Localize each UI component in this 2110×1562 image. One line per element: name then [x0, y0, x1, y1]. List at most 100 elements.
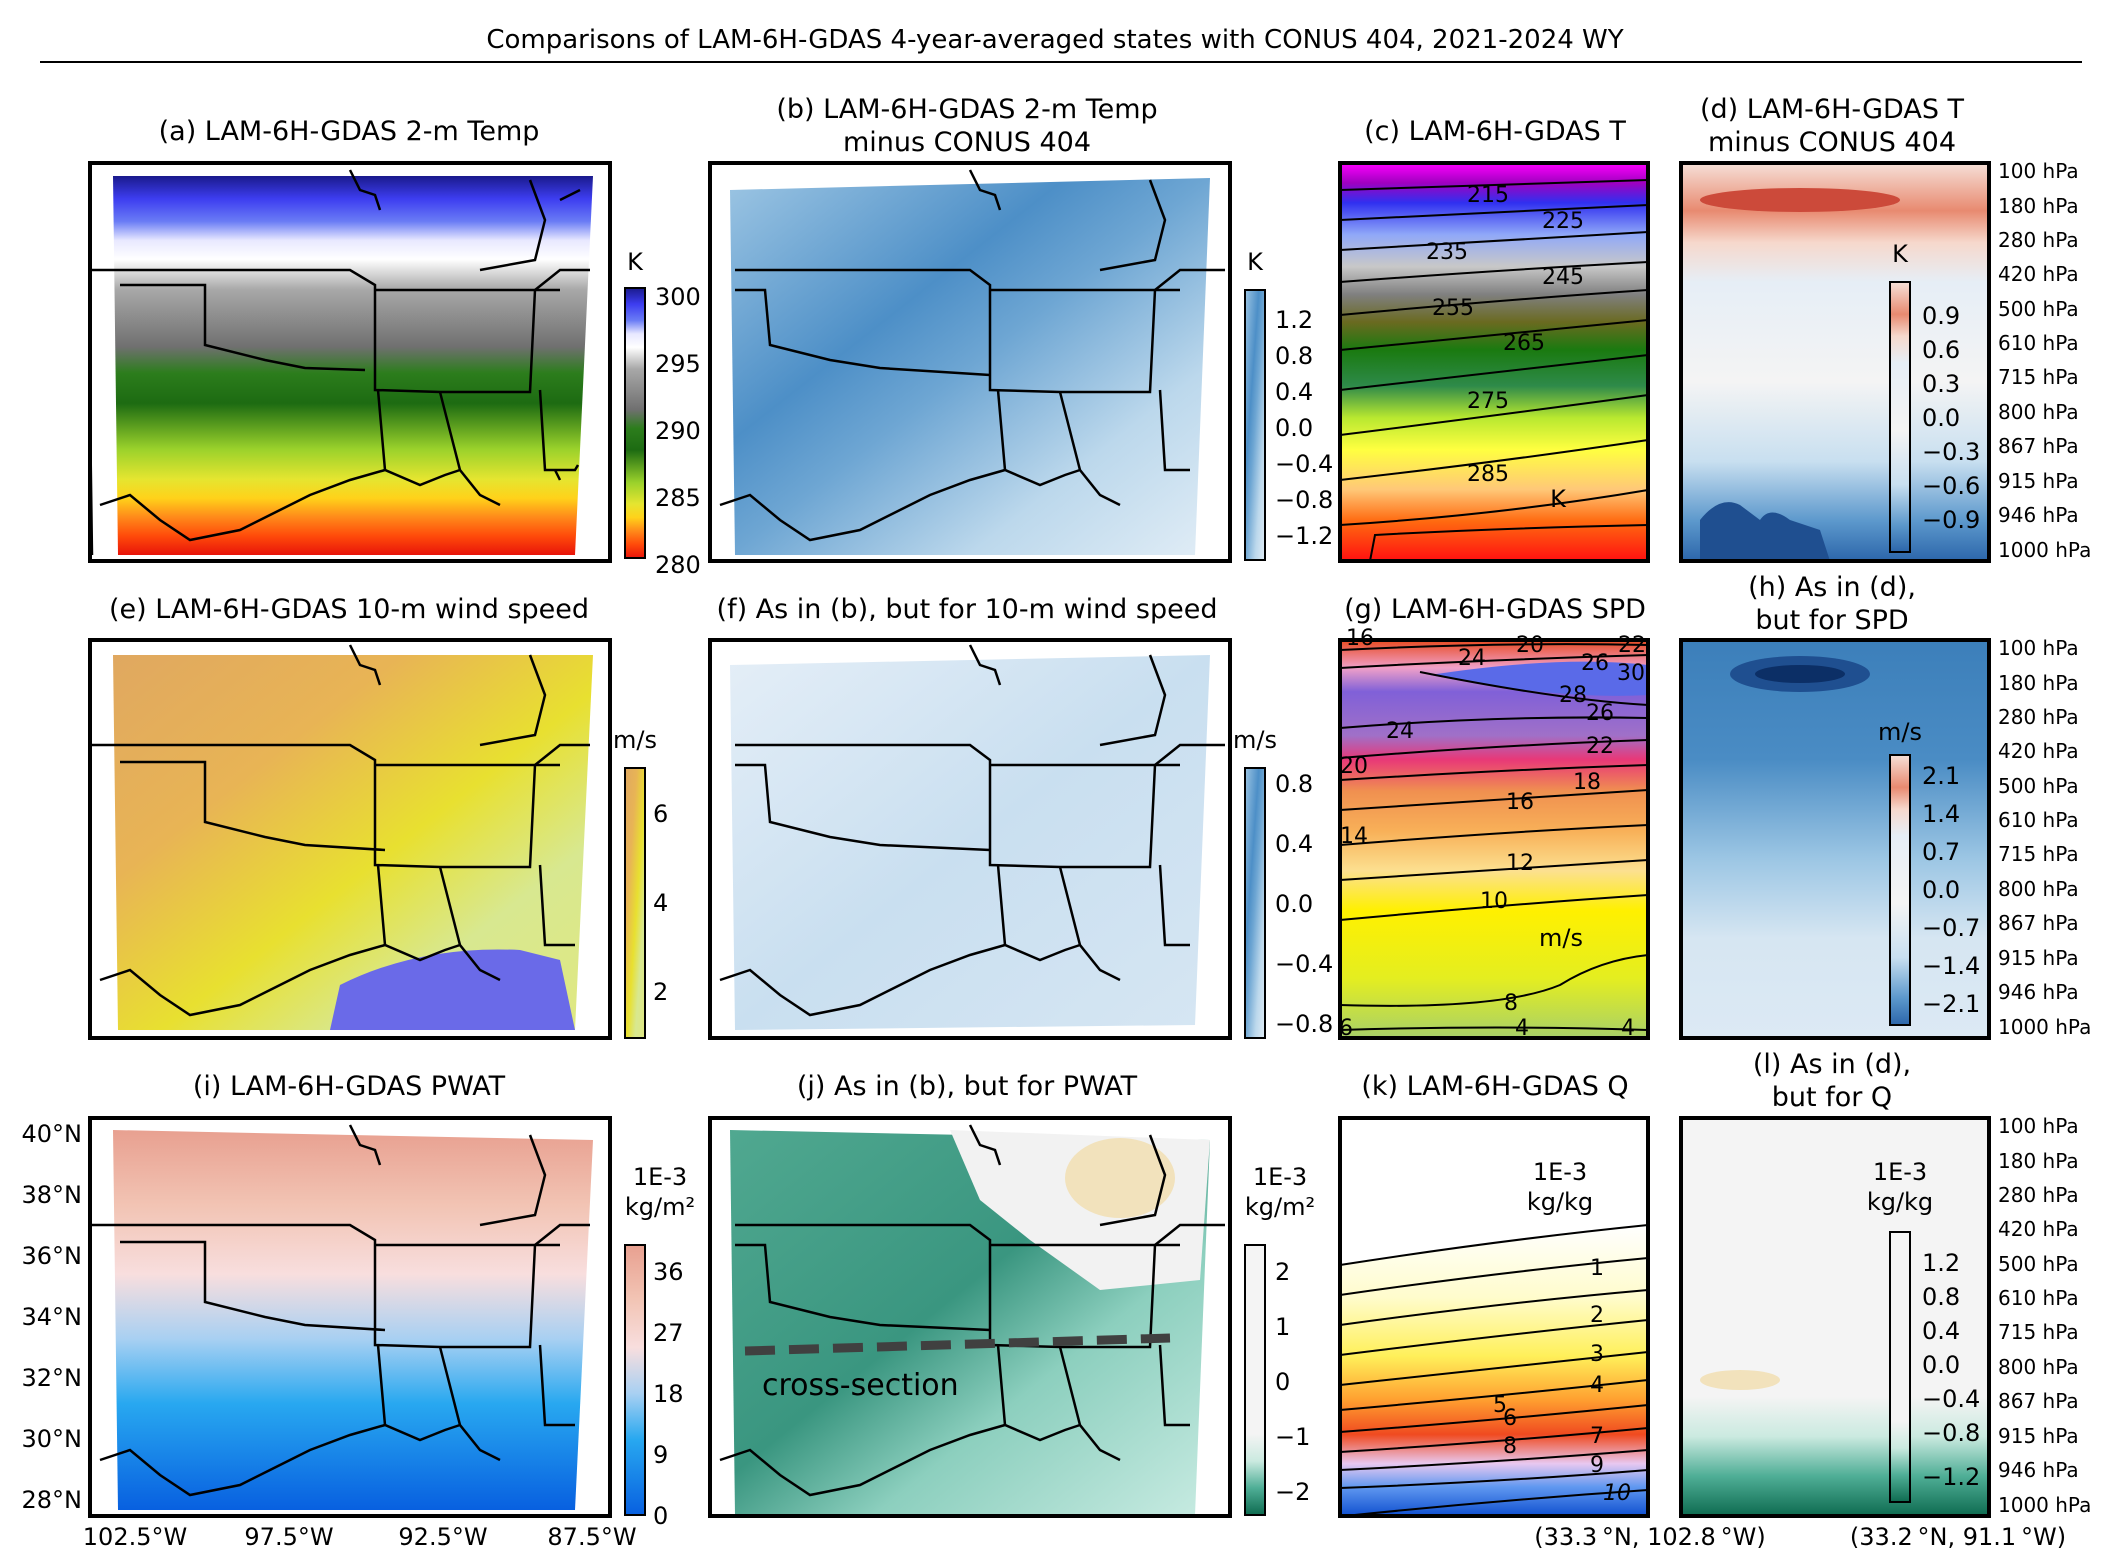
- lon-tick: 102.5°W: [83, 1523, 187, 1551]
- panel-f-colorbar: [1244, 767, 1266, 1039]
- panel-c-units: K: [1550, 485, 1567, 513]
- panel-i-tick-0: 36: [653, 1258, 684, 1286]
- panel-h-tick-6: −2.1: [1922, 990, 1980, 1018]
- panel-b-frame: [708, 161, 1232, 563]
- panel-k-contour-2: 3: [1590, 1342, 1604, 1367]
- panel-d-tick-5: −0.6: [1922, 472, 1980, 500]
- panel-i-title: (i) LAM-6H-GDAS PWAT: [193, 1071, 506, 1102]
- panel-a-tick-4: 280: [655, 551, 701, 579]
- panel-h-units: m/s: [1878, 718, 1922, 746]
- panel-l-tick-4: −0.4: [1922, 1385, 1980, 1413]
- panel-h-jet-minimum-core: [1755, 665, 1845, 683]
- level-label: 280 hPa: [1998, 1183, 2079, 1207]
- panel-i-colorbar: [624, 1244, 646, 1516]
- panel-a-frame: [88, 161, 612, 563]
- panel-j-frame: [708, 1116, 1232, 1518]
- panel-l-tick-5: −0.8: [1922, 1419, 1980, 1447]
- panel-a-tick-3: 285: [655, 484, 701, 512]
- level-label: 915 hPa: [1998, 469, 2079, 493]
- lon-tick: 92.5°W: [398, 1523, 487, 1551]
- level-label: 610 hPa: [1998, 331, 2079, 355]
- level-label: 610 hPa: [1998, 1286, 2079, 1310]
- level-label: 1000 hPa: [1998, 1015, 2091, 1039]
- panel-b-borders: [719, 169, 1225, 542]
- panel-j: (j) As in (b), but for PWAT cross-sectio…: [708, 1071, 1315, 1518]
- panel-l-tick-2: 0.4: [1922, 1317, 1960, 1345]
- panel-h-frame: [1679, 638, 1991, 1040]
- panel-a-field: [113, 176, 593, 555]
- panel-d-field: [1681, 163, 1989, 561]
- panel-l-colorbar: [1889, 1231, 1911, 1503]
- panel-g-contour-7: 22: [1586, 734, 1614, 759]
- panel-l-dry-patch: [1700, 1370, 1780, 1390]
- panel-c-field: [1340, 163, 1648, 561]
- panel-h-tick-3: 0.0: [1922, 876, 1960, 904]
- panel-i-lon-ticks: 102.5°W 97.5°W 92.5°W 87.5°W: [83, 1523, 637, 1551]
- panel-l-tick-6: −1.2: [1922, 1463, 1980, 1491]
- panel-j-colorbar: [1244, 1244, 1266, 1516]
- panel-j-tick-2: 0: [1275, 1368, 1290, 1396]
- panel-e-tick-2: 2: [653, 978, 668, 1006]
- panel-e-field: [113, 655, 593, 1030]
- panel-l: (l) As in (d), but for Q 1E-3 kg/kg 1.2 0.…: [1679, 1049, 2091, 1551]
- panel-f-tick-1: 0.4: [1275, 830, 1313, 858]
- panel-k-contour-4: 5: [1493, 1393, 1507, 1418]
- panel-h-title: (h) As in (d), but for SPD: [1748, 572, 1916, 636]
- level-label: 800 hPa: [1998, 1355, 2079, 1379]
- panel-g-contour-14: 10: [1480, 889, 1508, 914]
- level-label: 867 hPa: [1998, 911, 2079, 935]
- panel-g-contour-19: 22: [1618, 633, 1646, 658]
- panel-a-colorbar: [624, 287, 646, 559]
- panel-i-tick-3: 9: [653, 1441, 668, 1469]
- level-label: 500 hPa: [1998, 1252, 2079, 1276]
- panel-h-colorbar: [1889, 754, 1911, 1026]
- lat-tick: 30°N: [22, 1425, 83, 1453]
- panel-a-tick-2: 290: [655, 417, 701, 445]
- panel-g-contour-18: 4: [1621, 1016, 1635, 1041]
- panel-g-contour-1: 24: [1458, 646, 1486, 671]
- level-label: 715 hPa: [1998, 1320, 2079, 1344]
- panel-g-contour-10: 18: [1573, 770, 1601, 795]
- panel-g-field: [1340, 640, 1648, 1038]
- level-label: 1000 hPa: [1998, 1493, 2091, 1517]
- panel-b-tick-5: −0.8: [1275, 486, 1333, 514]
- panel-l-frame: [1679, 1116, 1991, 1518]
- panel-h-field: [1681, 640, 1989, 1038]
- panel-d-warm-core: [1700, 188, 1900, 212]
- panel-g-contour-2: 20: [1516, 633, 1544, 658]
- level-label: 100 hPa: [1998, 159, 2079, 183]
- panel-l-tick-0: 1.2: [1922, 1249, 1960, 1277]
- panel-c-title: (c) LAM-6H-GDAS T: [1364, 116, 1626, 147]
- level-label: 1000 hPa: [1998, 538, 2091, 562]
- panel-e-tick-0: 6: [653, 800, 668, 828]
- level-label: 610 hPa: [1998, 808, 2079, 832]
- panel-d-tick-4: −0.3: [1922, 438, 1980, 466]
- panel-b-tick-4: −0.4: [1275, 450, 1333, 478]
- panel-k-contour-1: 2: [1590, 1303, 1604, 1328]
- panel-i: (i) LAM-6H-GDAS PWAT 40°N 38°N 36°N 34°N…: [22, 1071, 696, 1551]
- panel-i-frame: [88, 1116, 612, 1518]
- panel-k-contour-9: 10: [1603, 1481, 1631, 1506]
- panel-d-cool-blob: [1700, 502, 1830, 561]
- panel-g-contour-15: 8: [1504, 991, 1518, 1016]
- cross-section-line: [744, 1333, 1171, 1356]
- panel-c-contour-6: 275: [1467, 389, 1509, 414]
- cross-section-end-label: (33.2 °N, 91.1 °W): [1850, 1523, 2066, 1551]
- panel-g-title: (g) LAM-6H-GDAS SPD: [1344, 594, 1646, 625]
- panel-d-colorbar: [1889, 281, 1911, 553]
- panel-h-tick-1: 1.4: [1922, 800, 1960, 828]
- panel-i-tick-4: 0: [653, 1502, 668, 1530]
- panel-h: (h) As in (d), but for SPD m/s 2.1 1.4 0.…: [1679, 572, 2091, 1040]
- panel-k-contour-5: 6: [1503, 1406, 1517, 1431]
- level-label: 180 hPa: [1998, 1149, 2079, 1173]
- panel-f-borders: [719, 644, 1225, 1017]
- level-label: 715 hPa: [1998, 842, 2079, 866]
- lat-tick: 28°N: [22, 1486, 83, 1514]
- panel-l-tick-3: 0.0: [1922, 1351, 1960, 1379]
- lon-tick: 97.5°W: [244, 1523, 333, 1551]
- panel-k-contours: [1339, 1224, 1649, 1517]
- panel-b-field: [730, 178, 1210, 555]
- panel-j-units: 1E-3 kg/m²: [1245, 1163, 1315, 1221]
- panel-c-contours: [1339, 179, 1649, 562]
